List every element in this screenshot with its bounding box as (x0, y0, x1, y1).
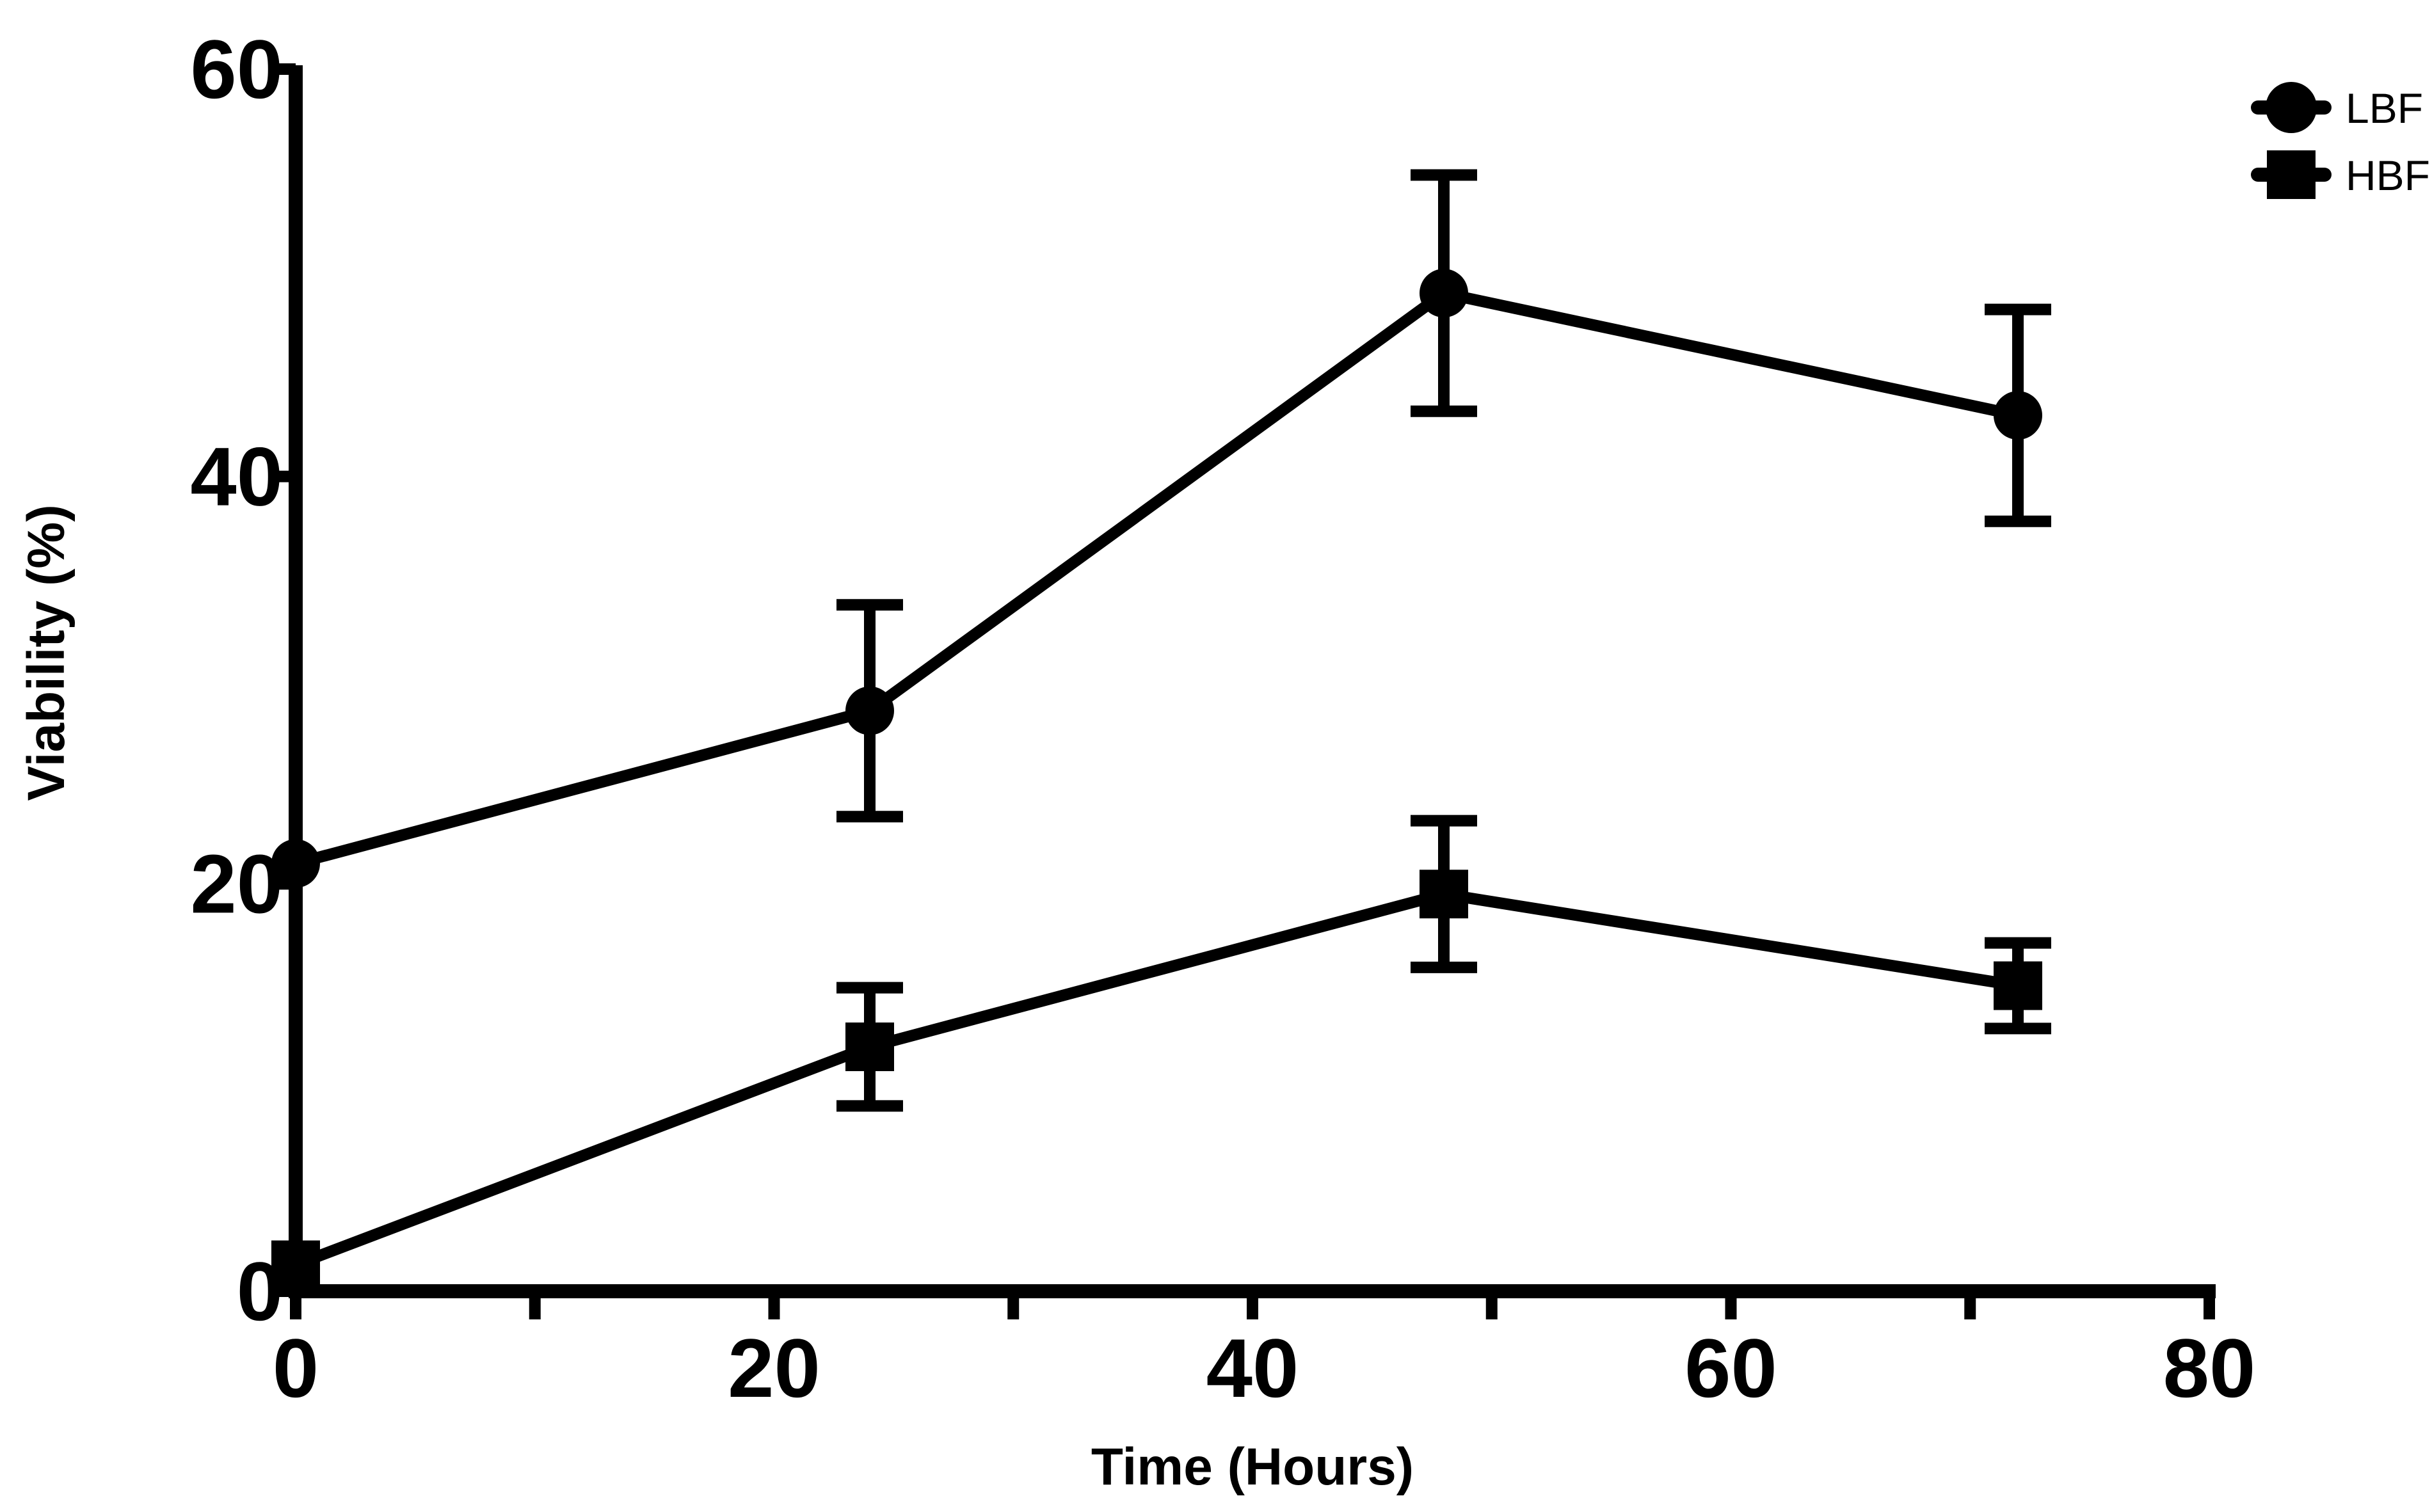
legend-item-lbf: LBF (2251, 82, 2423, 133)
legend-item-hbf: HBF (2251, 150, 2430, 199)
data-point-hbf-48 (1420, 870, 1468, 919)
legend-marker-circle (2266, 82, 2317, 133)
data-point-hbf-72 (1994, 961, 2042, 1010)
data-point-hbf-24 (845, 1023, 894, 1071)
y-tick-label-40: 40 (190, 430, 283, 523)
x-axis-title: Time (Hours) (1091, 1438, 1414, 1496)
series-hbf (271, 815, 2051, 1289)
y-axis-title: Viability (%) (17, 504, 76, 800)
data-point-lbf-24 (845, 686, 894, 735)
series-line-hbf (293, 888, 2019, 1271)
series-lbf (271, 169, 2051, 888)
y-tick-label-60: 60 (190, 22, 283, 116)
x-tick-label-80: 80 (2163, 1321, 2256, 1415)
legend: LBF HBF (2251, 82, 2430, 199)
x-tick-label-20: 20 (728, 1321, 820, 1415)
x-tick-label-40: 40 (1206, 1321, 1299, 1415)
x-tick-label-60: 60 (1684, 1321, 1777, 1415)
legend-label-lbf: LBF (2346, 84, 2423, 132)
x-tick-label-0: 0 (273, 1321, 319, 1415)
y-tick-label-20: 20 (190, 837, 283, 930)
legend-marker-square (2267, 150, 2316, 199)
data-point-lbf-48 (1420, 269, 1468, 318)
series-layer (271, 169, 2051, 1289)
data-point-lbf-72 (1994, 391, 2042, 440)
data-point-hbf-0 (271, 1240, 320, 1289)
series-line-lbf (294, 287, 2019, 870)
data-point-lbf-0 (271, 839, 320, 888)
legend-label-hbf: HBF (2346, 152, 2430, 199)
